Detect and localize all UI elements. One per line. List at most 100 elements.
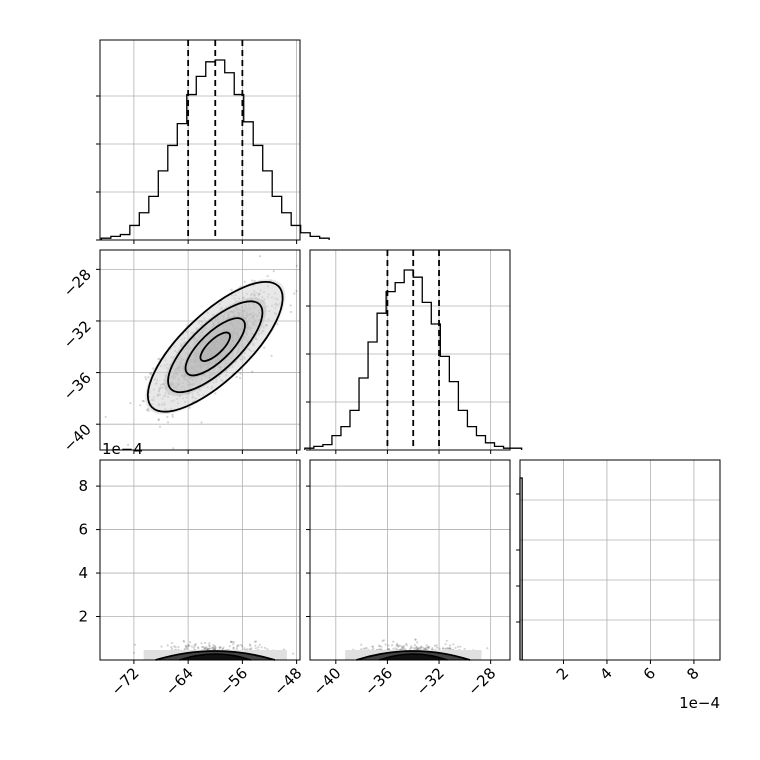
panel-3-1-point: [228, 645, 231, 648]
panel-3-1-point: [173, 645, 176, 648]
panel-2-1-point: [157, 358, 160, 361]
panel-3-2-point: [394, 647, 397, 650]
panel-3-2-point: [382, 639, 386, 642]
y2-tick-label-3: −28: [60, 265, 95, 300]
panel-3-2-point: [396, 642, 399, 645]
panel-2-1-point: [141, 399, 144, 402]
panel-2-1-point: [263, 346, 266, 349]
panel-3-1-point: [243, 647, 246, 650]
panel-3-1-point: [266, 648, 269, 651]
panel-3-1-point: [232, 643, 235, 646]
panel-3-2-point: [444, 643, 447, 646]
panel-2-1-point: [259, 255, 262, 258]
panel-3-2-point: [405, 642, 408, 646]
panel-3-2-point: [435, 644, 438, 647]
panel-3-1-point: [219, 646, 222, 649]
panel-3-1-point: [214, 646, 217, 649]
panel-3-2-point: [415, 646, 418, 649]
panel-3-1-point: [241, 645, 244, 648]
hist3-grid: [520, 460, 720, 660]
panel-2-1-point: [129, 402, 132, 405]
panel-3-1-point: [203, 647, 206, 650]
x1-tick-label-0: −72: [108, 664, 143, 699]
panel-3-2-point: [424, 647, 427, 650]
panel-2-1-frame: [99, 249, 301, 451]
y3-tick-label-0: 2: [78, 608, 88, 626]
panel-3-2-point: [392, 647, 395, 650]
panel-3-1-point: [196, 646, 200, 649]
panel-3-2-point: [463, 647, 466, 650]
panel-2-1-point: [214, 392, 217, 395]
panel-3-2-point: [404, 648, 407, 651]
panel-2-1-point: [239, 377, 242, 380]
panel-3-2-point: [425, 644, 428, 647]
panel-3-1-point: [190, 645, 194, 648]
panel-3-2-point: [449, 647, 452, 650]
panel-3-2-point: [420, 645, 423, 648]
panel-2-1-contour-2: [167, 300, 264, 394]
x1-tick-label-3: −48: [270, 664, 305, 699]
panel-3-1-point: [218, 646, 221, 649]
panel-2-1-point: [147, 376, 150, 379]
panel-3-1-point: [187, 644, 190, 648]
panel-3-2-point: [402, 645, 406, 648]
panel-3-2-point: [372, 647, 375, 651]
panel-3-1-point: [232, 641, 235, 644]
panel-3-2-point: [378, 648, 381, 651]
panel-3-2-point: [402, 646, 405, 649]
panel-3-1-point: [189, 641, 192, 644]
panel-3-2-point: [433, 644, 436, 648]
panel-3-2-point: [448, 647, 451, 650]
panel-3-2-point: [413, 647, 416, 650]
panel-3-2-point: [400, 648, 403, 651]
panel-3-2-point: [365, 647, 368, 650]
panel-3-1-point: [193, 643, 196, 647]
panel-3-1-point: [177, 646, 180, 649]
panel-3-1-point: [207, 647, 210, 651]
x3-tick-label-1: 4: [596, 664, 615, 683]
y3-tick-label-2: 6: [78, 521, 88, 539]
panel-3-1-point: [132, 651, 136, 654]
panel-3-2-point: [364, 647, 367, 650]
panel-2-1-point: [289, 304, 292, 307]
panel-3-1-point: [170, 647, 174, 650]
panel-2-1-point: [147, 409, 150, 412]
panel-2-1-point: [171, 413, 174, 416]
panel-3-2-point: [418, 647, 421, 650]
panel-3-2-point: [445, 639, 448, 642]
panel-3-2-point: [396, 644, 399, 647]
panel-2-1-point: [104, 415, 107, 418]
panel-3-1-point: [213, 647, 216, 650]
x3-tick-label-3: 8: [683, 664, 702, 683]
y2-tick-label-2: −32: [60, 317, 95, 352]
panel-2-1-point: [295, 264, 298, 267]
x3-offset-label: 1e−4: [679, 694, 720, 712]
panel-3-1-point: [213, 648, 216, 651]
panel-2-1-point: [149, 372, 152, 375]
panel-2-1-point: [188, 406, 191, 409]
panel-3-2-point: [401, 646, 404, 649]
panel-3-1-point: [246, 648, 249, 651]
panel-3-2-point: [416, 647, 419, 650]
panel-3-2-point: [360, 648, 363, 651]
panel-3-1-grid: [100, 460, 300, 660]
panel-3-2-point: [415, 648, 418, 651]
panel-3-2-point: [380, 648, 383, 651]
x1-tick-label-1: −64: [162, 664, 197, 699]
panel-3-1-point: [185, 647, 189, 650]
panel-3-2-point: [446, 646, 449, 650]
x2-tick-label-1: −36: [361, 664, 396, 699]
panel-3-2-point: [414, 648, 417, 651]
panel-3-1-point: [253, 640, 256, 643]
panel-3-2-point: [360, 643, 363, 646]
panel-3-2-frame: [309, 459, 511, 661]
panel-3-1-point: [166, 644, 169, 647]
panel-3-1-point: [174, 646, 177, 649]
panel-2-1-point: [157, 418, 160, 421]
panel-3-2-point: [438, 647, 441, 650]
panel-3-2-point: [420, 646, 423, 649]
panel-2-1-point: [158, 425, 162, 428]
panel-3-2-point: [401, 645, 404, 648]
panel-3-1-point: [192, 646, 195, 649]
panel-2-1-point: [230, 288, 233, 291]
